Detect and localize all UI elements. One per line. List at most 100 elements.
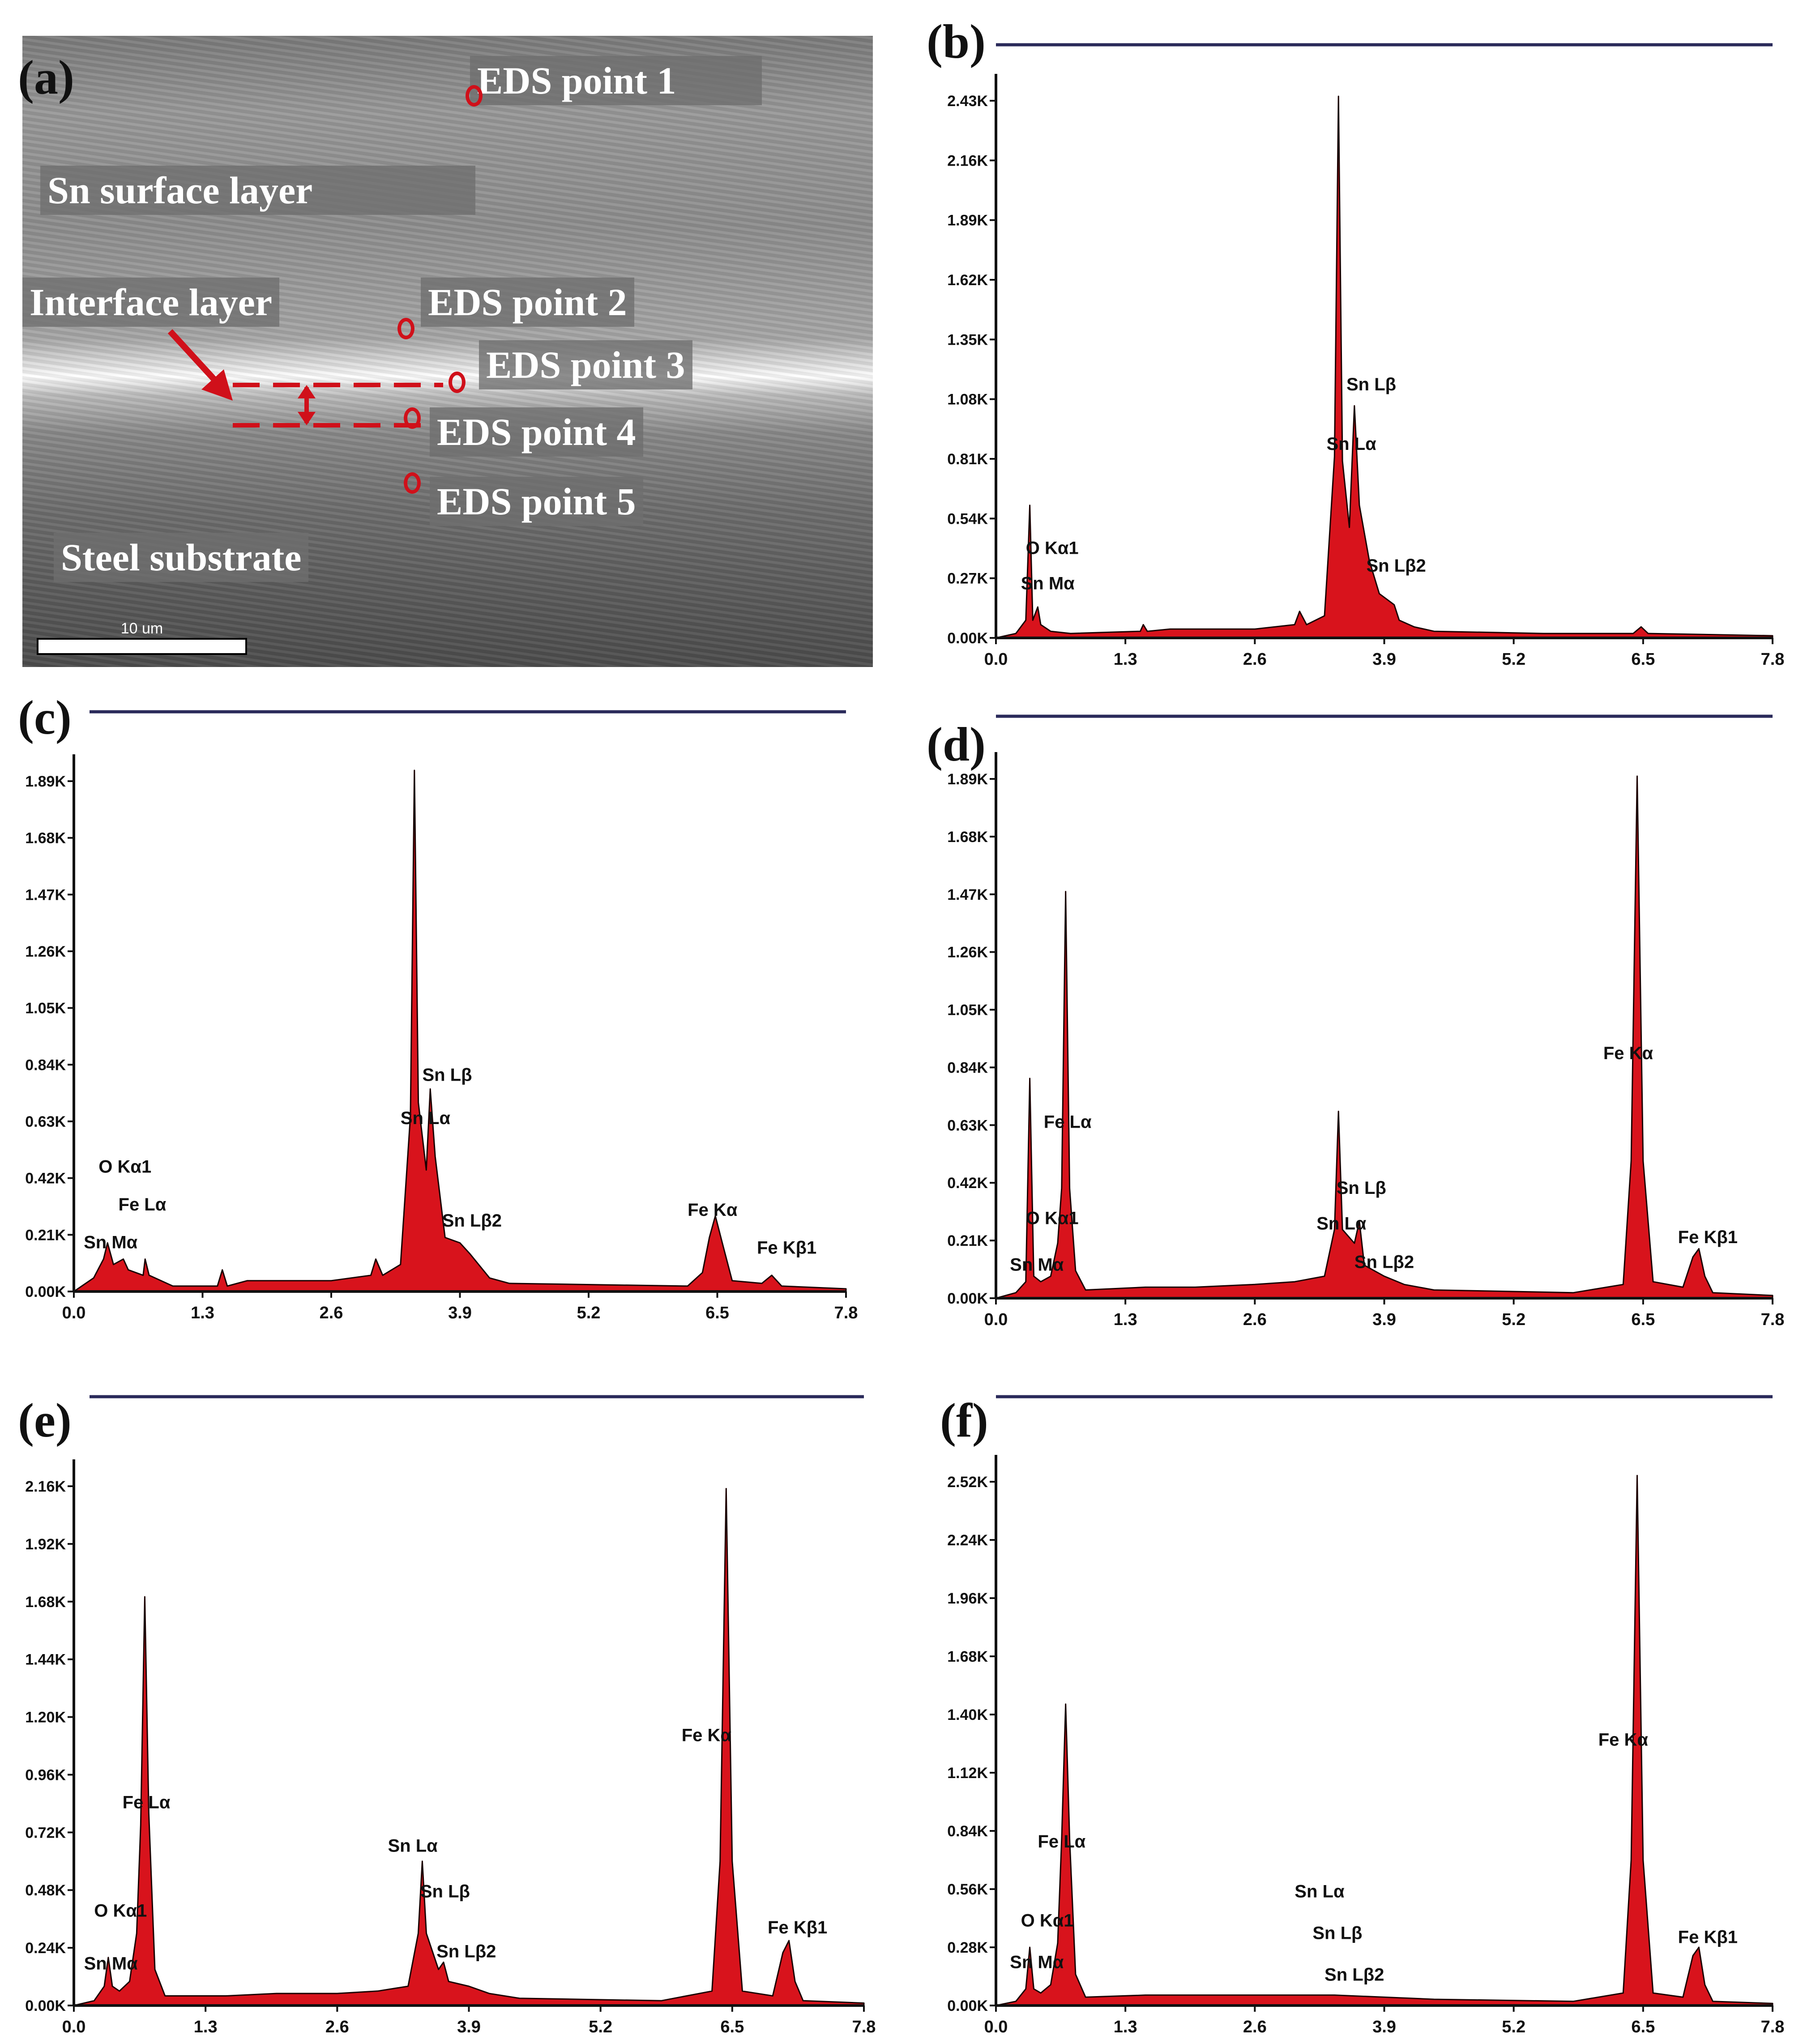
x-tick-label: 2.6 xyxy=(325,2018,349,2036)
y-tick-label: 0.56K xyxy=(947,1881,988,1898)
y-tick-label: 0.28K xyxy=(947,1939,988,1956)
y-tick-label: 0.42K xyxy=(947,1175,988,1192)
peak-label: Sn Lβ xyxy=(1312,1923,1362,1943)
y-tick-label: 0.00K xyxy=(947,1290,988,1307)
y-tick-label: 1.62K xyxy=(947,272,988,289)
peak-label: Fe Lα xyxy=(123,1793,171,1813)
panel-letter-f: (f) xyxy=(940,1394,988,1447)
peak-label: Sn Lβ2 xyxy=(1366,556,1426,576)
y-tick-label: 1.12K xyxy=(947,1765,988,1782)
peak-label: Fe Lα xyxy=(1038,1832,1085,1852)
peak-label: Sn Mα xyxy=(1010,1952,1064,1972)
y-tick-label: 1.40K xyxy=(947,1706,988,1723)
x-tick-label: 1.3 xyxy=(191,1304,214,1322)
x-tick-label: 6.5 xyxy=(1631,2018,1655,2036)
y-tick-label: 1.35K xyxy=(947,331,988,348)
steel-substrate-label: Steel substrate xyxy=(54,533,309,582)
thickness-arrowhead-top xyxy=(298,385,316,398)
x-tick-label: 7.8 xyxy=(1761,2018,1785,2036)
y-tick-label: 0.00K xyxy=(25,1283,66,1300)
y-tick-label: 1.68K xyxy=(25,1594,66,1611)
spectrum-chart-d: 0.0 1.3 2.6 3.9 5.2 6.5 7.8 0.00K 0.21K 0.42K 0.63… xyxy=(947,714,1785,1329)
peak-label: Sn Lα xyxy=(388,1836,438,1856)
peak-label: Fe Kβ1 xyxy=(757,1238,816,1258)
y-tick-label: 1.92K xyxy=(25,1536,66,1553)
peak-label: O Kα1 xyxy=(98,1157,151,1177)
peak-label: Sn Lα xyxy=(1326,434,1376,454)
peak-label: O Kα1 xyxy=(1026,1208,1079,1228)
peak-label: O Kα1 xyxy=(1021,1911,1074,1931)
interface-arrow xyxy=(167,329,222,387)
interface-annotation xyxy=(167,329,443,428)
x-tick-label: 0.0 xyxy=(62,2018,86,2036)
peak-label: Sn Lβ2 xyxy=(442,1211,502,1231)
y-tick-label: 2.16K xyxy=(947,152,988,169)
y-tick-label: 2.43K xyxy=(947,93,988,110)
x-tick-label: 7.8 xyxy=(1761,1310,1785,1329)
y-tick-label: 1.26K xyxy=(25,943,66,960)
x-tick-label: 5.2 xyxy=(1502,1310,1525,1329)
y-tick-label: 0.21K xyxy=(947,1232,988,1249)
spectrum-chart-f: 0.0 1.3 2.6 3.9 5.2 6.5 7.8 0.00K 0.28K 0.56K 0.84… xyxy=(947,1395,1785,2036)
peak-label: Fe Lα xyxy=(119,1195,167,1214)
peak-label: Sn Lα xyxy=(1295,1882,1345,1902)
spectrum-panel-e: (e) 0.0 1.3 2.6 3.9 5.2 6.5 7.8 0.00K 0.24K 0.48K… xyxy=(0,1352,895,2044)
peak-label: O Kα1 xyxy=(94,1901,147,1920)
x-tick-label: 2.6 xyxy=(1243,650,1267,669)
x-tick-label: 5.2 xyxy=(589,2018,612,2036)
peak-label: Sn Lβ2 xyxy=(1354,1252,1414,1272)
panel-letter-d: (d) xyxy=(927,718,986,771)
sn-surface-label: Sn surface layer xyxy=(40,166,475,215)
spectrum-panel-c: (c) 0.0 1.3 2.6 3.9 5.2 6.5 7.8 0.00K 0.21K 0.42K… xyxy=(0,671,895,1343)
y-tick-label: 0.84K xyxy=(25,1056,66,1073)
eds-point-3-marker xyxy=(449,372,466,393)
x-tick-label: 6.5 xyxy=(720,2018,744,2036)
y-tick-label: 0.42K xyxy=(25,1170,66,1187)
peak-label: Fe Kα xyxy=(1598,1730,1649,1750)
x-tick-label: 0.0 xyxy=(984,2018,1008,2036)
y-tick-label: 0.24K xyxy=(25,1940,66,1957)
spectrum-panel-b: (b) 0.0 1.3 2.6 3.9 5.2 6.5 7.8 0.00K 0.27K 0.54K… xyxy=(895,0,1803,671)
spectrum-chart-b: 0.0 1.3 2.6 3.9 5.2 6.5 7.8 0.00K 0.27K 0.54K 0.81… xyxy=(947,43,1784,669)
y-tick-label: 0.54K xyxy=(947,510,988,527)
y-tick-label: 1.68K xyxy=(25,830,66,847)
eds-point-4-label: EDS point 4 xyxy=(430,407,643,457)
eds-point-1-marker xyxy=(466,85,483,107)
sem-micrograph: Sn surface layer Interface layer Steel s… xyxy=(22,36,873,667)
x-tick-label: 3.9 xyxy=(1372,1310,1396,1329)
x-tick-label: 0.0 xyxy=(984,1310,1008,1329)
x-tick-label: 2.6 xyxy=(1243,1310,1267,1329)
x-tick-label: 3.9 xyxy=(1372,650,1396,669)
peak-label: Sn Mα xyxy=(84,1954,138,1973)
y-tick-label: 0.84K xyxy=(947,1059,988,1076)
y-tick-label: 0.27K xyxy=(947,570,988,587)
peak-label: Fe Kβ1 xyxy=(768,1918,827,1937)
peak-label: Fe Kβ1 xyxy=(1678,1928,1738,1947)
y-tick-label: 1.89K xyxy=(947,771,988,788)
y-tick-label: 1.47K xyxy=(947,886,988,903)
eds-point-2-marker xyxy=(397,318,414,339)
panel-letter-b: (b) xyxy=(927,15,986,68)
x-tick-label: 7.8 xyxy=(852,2018,876,2036)
x-tick-label: 5.2 xyxy=(1502,2018,1525,2036)
peak-label: O Kα1 xyxy=(1026,538,1079,558)
x-tick-label: 2.6 xyxy=(1243,2018,1267,2036)
peak-label: Fe Lα xyxy=(1044,1112,1092,1132)
peak-label: Fe Kα xyxy=(682,1725,732,1745)
y-tick-label: 0.00K xyxy=(947,1997,988,2014)
peak-label: Sn Mα xyxy=(1010,1255,1064,1275)
y-tick-label: 0.96K xyxy=(25,1766,66,1783)
x-tick-label: 5.2 xyxy=(577,1304,601,1322)
y-tick-label: 1.96K xyxy=(947,1590,988,1607)
y-tick-label: 0.63K xyxy=(25,1113,66,1130)
peak-label: Sn Lβ2 xyxy=(436,1942,496,1962)
eds-point-5-label: EDS point 5 xyxy=(430,477,643,526)
x-tick-label: 3.9 xyxy=(1372,2018,1396,2036)
y-tick-label: 1.05K xyxy=(25,1000,66,1017)
x-tick-label: 5.2 xyxy=(1502,650,1525,669)
x-tick-label: 6.5 xyxy=(1631,1310,1655,1329)
spectrum-area xyxy=(73,770,847,1292)
scale-bar-text: 10 um xyxy=(120,620,163,637)
interface-label: Interface layer xyxy=(22,278,279,327)
x-tick-label: 0.0 xyxy=(984,650,1008,669)
